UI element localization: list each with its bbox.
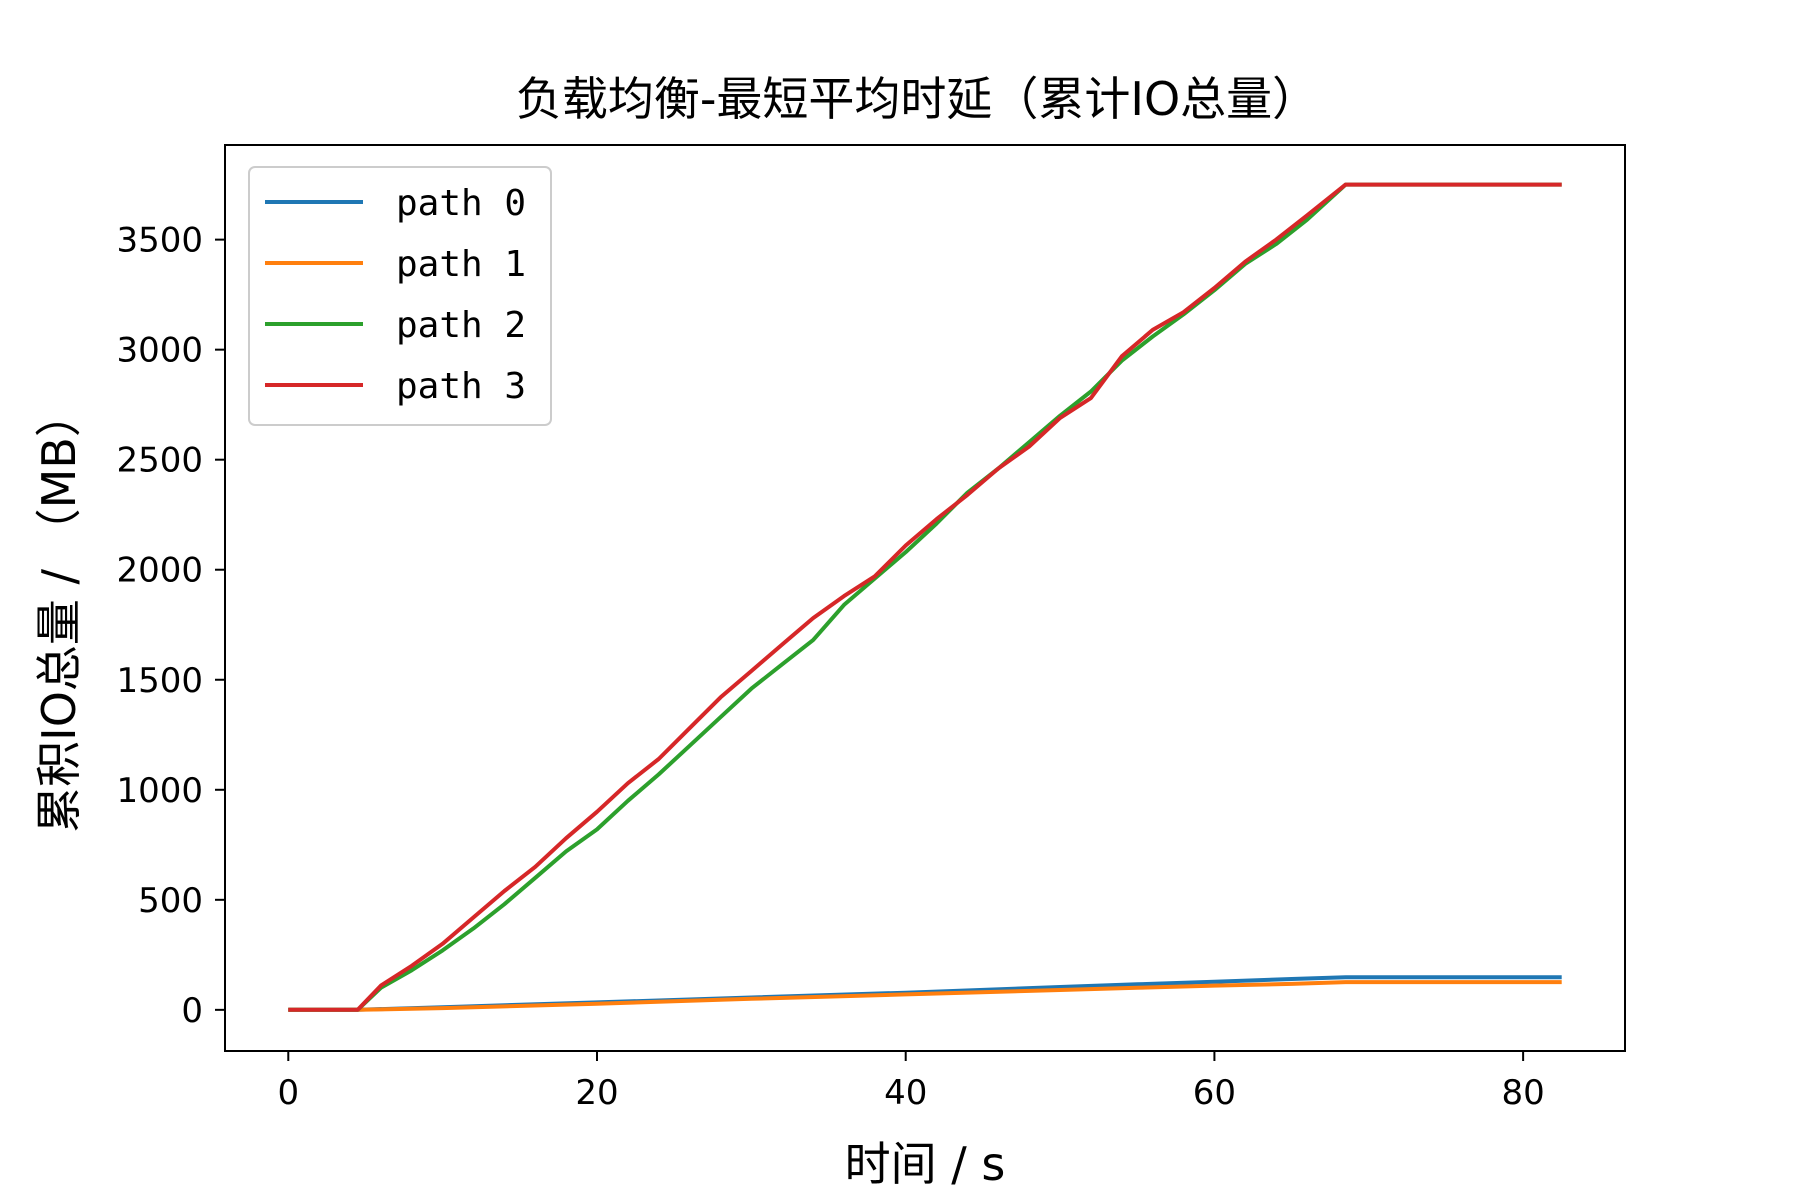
legend-label-path-3: path 3 bbox=[396, 366, 526, 407]
y-tick-label: 2000 bbox=[116, 551, 203, 591]
legend-box bbox=[248, 166, 552, 426]
chart-title: 负载均衡-最短平均时延（累计IO总量） bbox=[516, 72, 1318, 126]
y-axis-ticks: 0 500 1000 1500 2000 2500 3000 3500 bbox=[116, 221, 225, 1031]
legend-label-path-2: path 2 bbox=[396, 305, 526, 346]
series-layer bbox=[288, 182, 1562, 1012]
x-tick-label: 40 bbox=[884, 1073, 927, 1113]
plot-frame bbox=[224, 144, 1626, 1052]
legend-label-path-0: path 0 bbox=[396, 183, 526, 224]
x-tick-label: 60 bbox=[1193, 1073, 1236, 1113]
x-axis-label: 时间 / s bbox=[845, 1137, 1006, 1191]
x-tick-label: 80 bbox=[1501, 1073, 1544, 1113]
y-tick-label: 0 bbox=[181, 991, 203, 1031]
y-tick-label: 2500 bbox=[116, 441, 203, 481]
legend: path 0 path 1 path 2 path 3 bbox=[248, 166, 552, 426]
series-line-path-1 bbox=[288, 980, 1562, 1012]
x-tick-label: 0 bbox=[277, 1073, 299, 1113]
x-tick-label: 20 bbox=[575, 1073, 618, 1113]
legend-label-path-1: path 1 bbox=[396, 244, 526, 285]
x-axis-ticks: 0 20 40 60 80 bbox=[277, 1051, 1545, 1113]
plot-area: 0 20 40 60 80 0 500 1000 1500 2000 2500 3000 3500 bbox=[116, 144, 1626, 1113]
y-tick-label: 3000 bbox=[116, 331, 203, 371]
y-axis-label: 累积IO总量 / （MB） bbox=[32, 391, 86, 833]
y-tick-label: 1000 bbox=[116, 771, 203, 811]
y-tick-label: 1500 bbox=[116, 661, 203, 701]
y-tick-label: 3500 bbox=[116, 221, 203, 261]
series-line-path-3 bbox=[288, 182, 1562, 1012]
y-tick-label: 500 bbox=[138, 881, 203, 921]
